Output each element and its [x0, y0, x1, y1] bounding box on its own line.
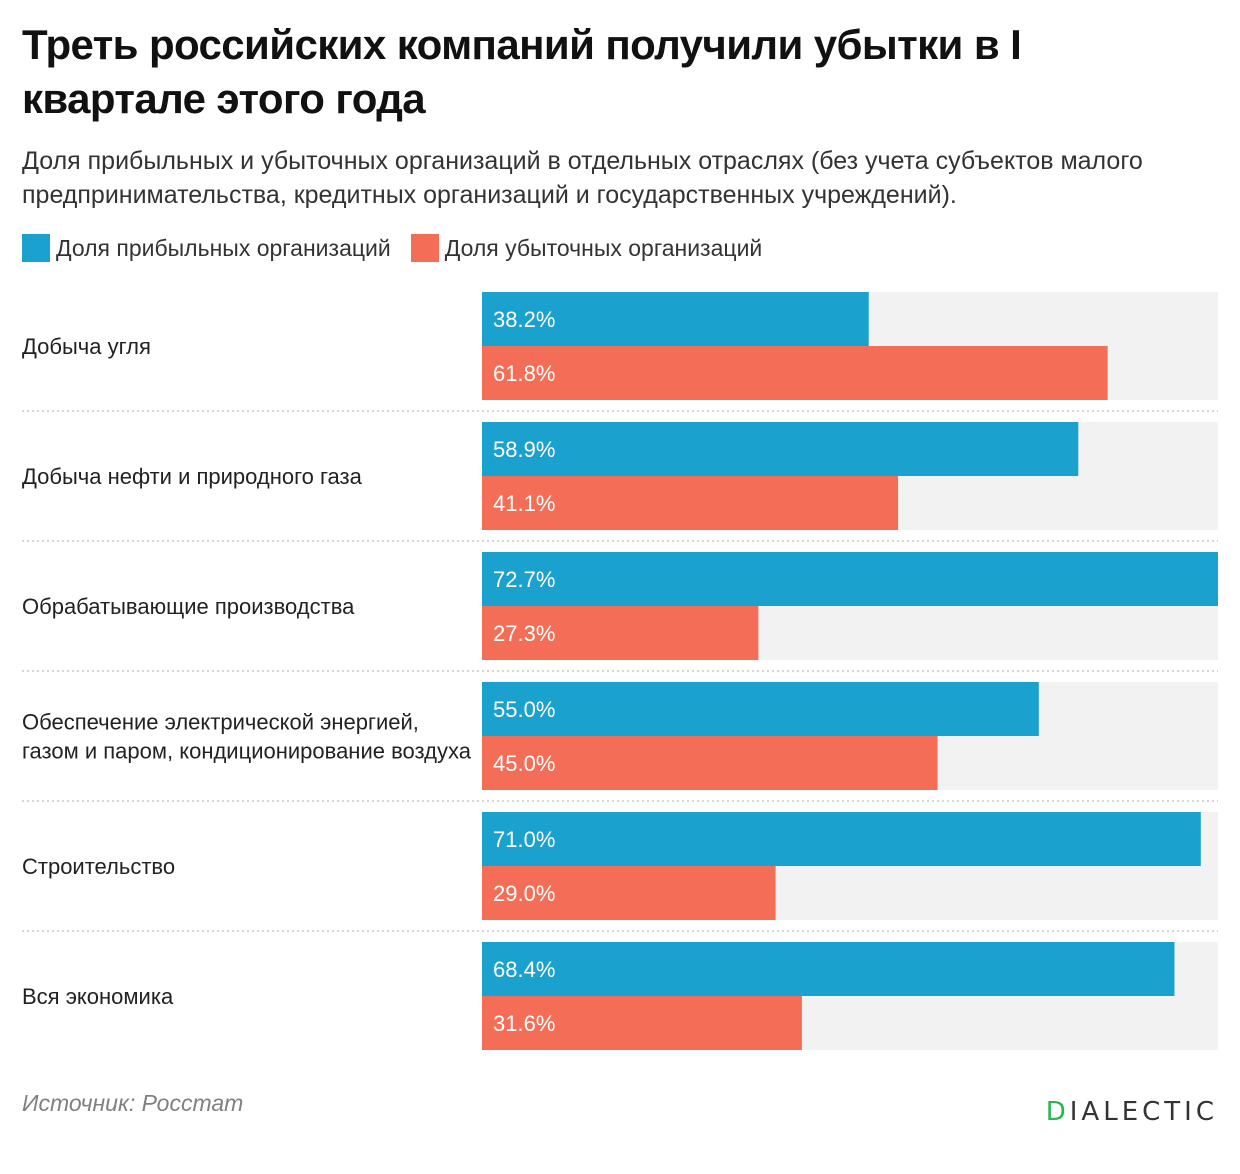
value-label-profitable: 71.0% [493, 827, 555, 852]
value-label-profitable: 72.7% [493, 567, 555, 592]
legend-swatch-profitable [22, 234, 50, 262]
logo-first-letter: D [1045, 1097, 1070, 1127]
value-label-loss: 45.0% [493, 751, 555, 776]
legend: Доля прибыльных организаций Доля убыточн… [22, 234, 782, 262]
value-label-loss: 31.6% [493, 1011, 555, 1036]
legend-label-loss: Доля убыточных организаций [444, 234, 763, 261]
bar-loss [482, 346, 1108, 400]
source-note: Источник: Росстат [22, 1090, 244, 1116]
legend-item-loss: Доля убыточных организаций [410, 234, 763, 262]
bar-track [482, 682, 1218, 790]
legend-label-profitable: Доля прибыльных организаций [56, 234, 391, 261]
value-label-profitable: 68.4% [493, 957, 555, 982]
category-label: Обрабатывающие производства [22, 594, 355, 619]
legend-swatch-loss [410, 234, 439, 262]
bar-profitable [482, 812, 1201, 866]
category-label: Обеспечение электрической энергией, газом… [22, 710, 472, 764]
category-label: Вся экономика [22, 984, 174, 1009]
category-label: Добыча нефти и природного газа [22, 464, 363, 489]
bar-loss [482, 996, 802, 1050]
chart-title: Треть российских компаний получили убытк… [22, 21, 1022, 122]
bar-profitable [482, 682, 1039, 736]
bar-track [482, 422, 1218, 530]
legend-item-profitable: Доля прибыльных организаций [22, 234, 391, 262]
bar-profitable [482, 292, 869, 346]
bar-track [482, 292, 1218, 400]
bar-track [482, 552, 1218, 660]
bar-loss [482, 866, 776, 920]
bar-track [482, 812, 1218, 920]
bar-loss [482, 606, 759, 660]
bar-profitable [482, 422, 1079, 476]
bar-loss [482, 476, 899, 530]
bar-loss [482, 736, 938, 790]
bar-profitable [482, 942, 1175, 996]
logo-rest: IALECTIC [1069, 1097, 1218, 1127]
value-label-profitable: 58.9% [493, 437, 555, 462]
value-label-loss: 29.0% [493, 881, 555, 906]
value-label-loss: 61.8% [493, 361, 555, 386]
dialectic-logo: DIALECTIC [1046, 1097, 1218, 1127]
bar-profitable [482, 552, 1218, 606]
value-label-loss: 27.3% [493, 621, 555, 646]
category-label: Строительство [22, 854, 175, 879]
value-label-profitable: 38.2% [493, 307, 555, 332]
value-label-profitable: 55.0% [493, 697, 555, 722]
value-label-loss: 41.1% [493, 491, 555, 516]
bar-track [482, 942, 1218, 1050]
category-label: Добыча угля [22, 334, 151, 359]
chart-subtitle: Доля прибыльных и убыточных организаций … [22, 147, 1143, 209]
